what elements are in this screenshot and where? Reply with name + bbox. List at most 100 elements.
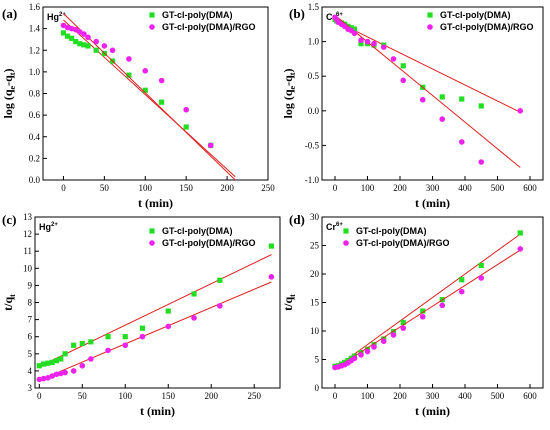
fit-line-1 [334,20,521,113]
x-tick-label: 100 [119,391,133,401]
data-point [419,96,426,103]
x-axis-label: t (min) [415,196,450,210]
data-point [268,243,275,249]
data-point [217,277,223,283]
x-tick-label: 250 [261,183,275,193]
y-tick-label: 1.0 [308,37,320,47]
y-tick-label: 1.4 [29,24,41,34]
legend-marker [427,12,433,18]
data-point [81,31,87,37]
data-point [40,375,47,382]
data-point [439,302,446,309]
legend-marker [343,240,349,246]
ion-label: Hg2+ [39,222,58,232]
y-tick-label: 1.6 [29,2,41,12]
x-tick-label: 0 [333,391,338,401]
data-point [36,376,43,383]
data-point [85,43,91,49]
data-point [351,30,358,37]
data-point [73,39,79,45]
legend-marker [149,24,155,30]
ion-label: Hg2+ [47,12,66,22]
data-point [57,370,64,377]
legend-label: GT-cl-poly(DMA)/RGO [440,22,534,32]
y-tick-label: 30 [310,212,320,222]
y-tick-label: 10 [310,326,320,336]
y-axis-label: t/qt [1,294,17,311]
y-axis-label: t/qt [281,294,297,311]
y-tick-label: -1.0 [305,175,320,185]
y-tick-label: 0.5 [308,71,320,81]
data-point [45,360,51,366]
x-tick-label: 50 [100,183,110,193]
x-tick-label: 100 [139,183,153,193]
data-point [380,338,387,345]
chart-panel-4: 0 100 200 300 400 500 600 0 5 10 15 20 25 30 t (min) t/… [281,212,544,418]
x-tick-label: 150 [179,183,193,193]
data-point [69,35,75,41]
x-axis-label: t (min) [138,196,173,210]
y-tick-label: 1.5 [308,2,320,12]
fit-line-2 [63,13,236,181]
data-point [364,38,371,45]
y-tick-label: 11 [23,246,32,256]
x-tick-label: 400 [458,391,472,401]
legend-marker [149,228,155,234]
panel-label: (d) [289,212,305,227]
fit-line-1 [334,233,521,369]
legend-label: GT-cl-poly(DMA)/RGO [162,238,256,248]
x-tick-label: 100 [361,183,375,193]
data-point [93,47,99,53]
data-point [380,44,387,50]
y-tick-label: 10 [23,263,33,273]
data-point [191,291,197,297]
data-point [419,313,426,320]
data-point [122,334,128,340]
data-point [371,344,377,350]
y-axis-label: log (qe-qt) [281,69,297,119]
data-point [101,43,108,49]
data-point [358,352,364,358]
x-tick-label: 300 [426,391,440,401]
y-axis-label: log (qe-qt) [1,69,17,119]
x-tick-label: 250 [247,391,261,401]
data-point [109,47,116,54]
x-tick-label: 600 [523,183,537,193]
fit-line-1 [63,19,236,178]
data-point [390,56,397,62]
x-tick-label: 400 [458,183,472,193]
x-tick-label: 500 [491,183,505,193]
data-point [88,339,94,345]
y-tick-label: 5 [315,355,320,365]
data-point [191,315,197,321]
x-tick-label: 200 [393,183,407,193]
x-tick-label: 200 [393,391,407,401]
data-point [62,369,68,376]
y-tick-label: 6 [28,332,33,342]
data-point [358,41,364,47]
y-tick-label: 12 [23,229,32,239]
data-point [53,358,60,364]
data-point [45,374,51,381]
data-point [36,363,42,369]
data-point [517,230,523,236]
y-tick-label: 4 [28,366,33,376]
legend-marker [149,240,155,246]
data-point [400,63,406,69]
legend-label: GT-cl-poly(DMA) [440,10,511,20]
y-tick-label: 0.0 [308,106,320,116]
fit-line-2 [334,249,521,370]
y-tick-label: 9 [28,280,33,290]
x-tick-label: 200 [204,391,218,401]
data-point [268,274,275,280]
data-point [126,72,132,78]
data-point [122,342,129,349]
data-point [64,33,71,39]
ion-label: Cr6+ [326,222,343,232]
y-tick-label: 0.6 [29,110,41,120]
x-tick-label: 500 [491,391,505,401]
data-point [49,373,55,379]
data-point [70,368,77,374]
data-point [165,323,172,330]
x-tick-label: 200 [220,183,234,193]
